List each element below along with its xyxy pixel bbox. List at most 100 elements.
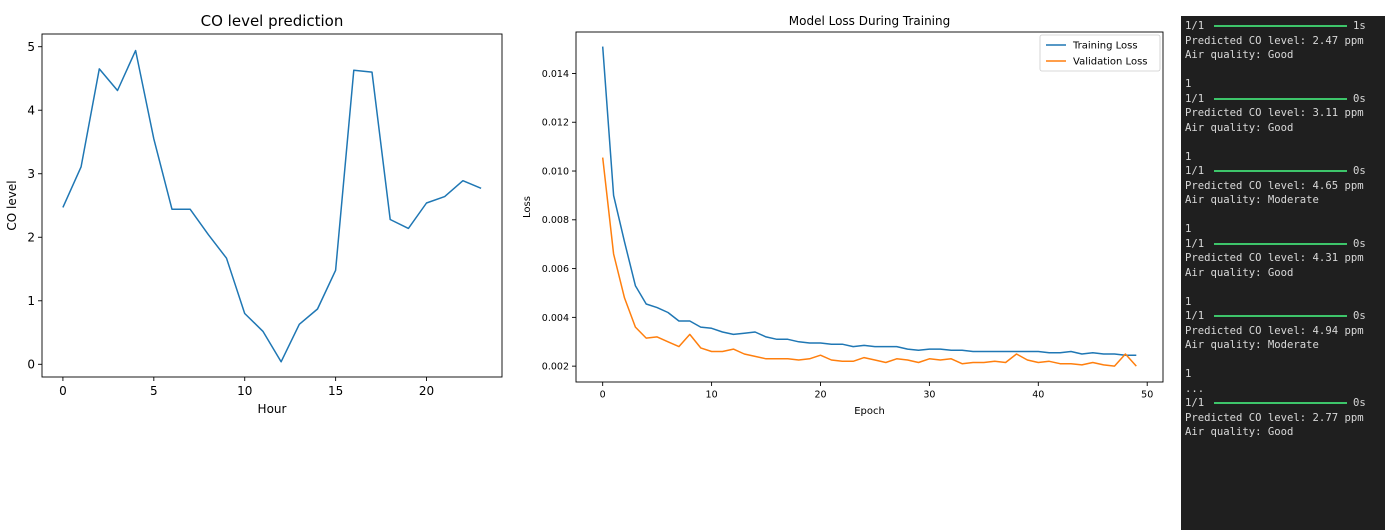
data-point <box>406 226 411 231</box>
data-point <box>764 334 769 339</box>
series-line-training-loss <box>601 46 1137 356</box>
data-point <box>927 356 932 361</box>
y-tick-label: 5 <box>27 40 35 54</box>
data-point <box>600 44 605 49</box>
series-line-validation-loss <box>601 157 1137 367</box>
progress-step-label: 1/1 <box>1185 310 1205 322</box>
data-point <box>206 232 211 237</box>
console-line: ... <box>1185 382 1205 395</box>
data-point <box>1134 364 1139 369</box>
data-point <box>938 358 943 363</box>
x-tick-label: 40 <box>1032 390 1044 401</box>
progress-time: 0s <box>1353 165 1366 177</box>
progress-step-label: 1/1 <box>1185 92 1205 105</box>
data-point <box>818 340 823 345</box>
progress-step-label: 1/1 <box>1185 165 1205 177</box>
data-point <box>315 307 320 312</box>
progress-bar <box>1214 97 1347 100</box>
model-loss-chart: 0 10 20 30 40 50 0.002 0.004 0.006 0.008 0.010 0.01… <box>522 14 1164 417</box>
data-point <box>709 349 714 354</box>
progress-line: 1/1 1s <box>1185 19 1385 33</box>
x-tick-label: 10 <box>706 390 718 401</box>
data-point <box>1134 353 1139 358</box>
console-line: Air quality: Moderate <box>1185 194 1319 206</box>
y-tick-label: 0.006 <box>542 264 569 275</box>
data-point <box>872 358 877 363</box>
data-point <box>960 361 965 366</box>
y-tick-label: 0 <box>27 358 35 372</box>
progress-time: 0s <box>1353 397 1366 409</box>
data-point <box>1112 351 1117 356</box>
data-point <box>1090 360 1095 365</box>
console-line: Air quality: Moderate <box>1185 339 1319 351</box>
console-line: Predicted CO level: 4.65 ppm <box>1185 179 1364 192</box>
data-point <box>905 358 910 363</box>
data-point <box>764 356 769 361</box>
data-point <box>279 359 284 364</box>
progress-line: 1/1 0s <box>1185 237 1385 251</box>
y-axis-label: CO level <box>5 180 19 230</box>
data-point <box>862 343 867 348</box>
data-point <box>633 325 638 330</box>
data-point <box>333 268 338 273</box>
data-point <box>655 305 660 310</box>
y-tick-label: 2 <box>27 231 35 245</box>
data-point <box>753 330 758 335</box>
progress-time: 0s <box>1353 310 1366 322</box>
chart-title: Model Loss During Training <box>789 14 950 28</box>
progress-time: 0s <box>1353 92 1366 105</box>
data-point <box>687 332 692 337</box>
data-point <box>1058 350 1063 355</box>
data-point <box>1079 362 1084 367</box>
data-point <box>992 359 997 364</box>
x-axis-label: Epoch <box>854 406 885 417</box>
data-point <box>970 360 975 365</box>
data-point <box>1101 351 1106 356</box>
data-point <box>351 68 356 73</box>
data-point <box>644 301 649 306</box>
data-point <box>981 349 986 354</box>
console-line: 1 <box>1185 223 1192 235</box>
data-point <box>79 164 84 169</box>
console-output: 1/1 1s Predicted CO level: 2.47 ppm Air qua… <box>1181 16 1385 530</box>
data-point <box>829 342 834 347</box>
data-point <box>655 334 660 339</box>
x-tick-label: 0 <box>600 390 606 401</box>
chart-title: CO level prediction <box>201 12 344 30</box>
data-point <box>872 344 877 349</box>
data-point <box>796 339 801 344</box>
data-point <box>1047 350 1052 355</box>
data-point <box>1014 351 1019 356</box>
data-point <box>188 207 193 212</box>
progress-bar <box>1214 402 1347 404</box>
data-point <box>731 347 736 352</box>
data-point <box>442 194 447 199</box>
x-tick-label: 5 <box>150 384 158 398</box>
y-tick-label: 0.008 <box>542 215 569 226</box>
data-point <box>460 178 465 183</box>
data-point <box>1079 351 1084 356</box>
console-line: Air quality: Good <box>1185 49 1294 61</box>
data-point <box>796 358 801 363</box>
data-point <box>709 326 714 331</box>
data-point <box>622 295 627 300</box>
progress-line: 1/1 0s <box>1185 396 1385 410</box>
data-point <box>600 155 605 160</box>
data-point <box>115 88 120 93</box>
data-point <box>633 283 638 288</box>
data-point <box>992 349 997 354</box>
data-point <box>840 359 845 364</box>
legend-label: Validation Loss <box>1073 57 1148 68</box>
progress-line: 1/1 0s <box>1185 164 1385 178</box>
data-point <box>687 319 692 324</box>
progress-bar <box>1214 315 1347 317</box>
data-point <box>133 48 138 53</box>
console-line: Air quality: Good <box>1185 266 1294 279</box>
data-point <box>297 322 302 327</box>
legend-box <box>1039 34 1161 72</box>
data-point <box>807 356 812 361</box>
data-point <box>883 344 888 349</box>
data-point <box>479 186 484 191</box>
data-point <box>1047 359 1052 364</box>
y-tick-label: 4 <box>27 104 35 118</box>
